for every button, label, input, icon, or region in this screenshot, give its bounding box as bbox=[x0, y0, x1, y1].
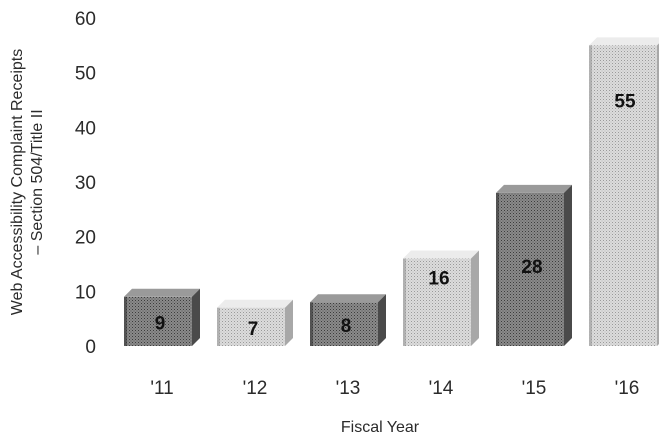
y-tick-label: 0 bbox=[85, 337, 96, 358]
bar-2: 8 bbox=[310, 294, 386, 346]
y-tick-label: 30 bbox=[75, 173, 96, 194]
bar-3: 16 bbox=[403, 251, 479, 346]
bar-0: 9 bbox=[124, 289, 200, 346]
bar-5: 55 bbox=[589, 37, 659, 346]
bar-edge bbox=[310, 302, 313, 346]
x-tick-label: '16 bbox=[615, 378, 640, 399]
bar-edge bbox=[589, 45, 592, 346]
y-axis-label-line-1: Web Accessibility Complaint Receipts bbox=[9, 49, 26, 315]
bar-value-label: 7 bbox=[248, 319, 259, 340]
bar-side-face bbox=[564, 185, 572, 346]
bar-top-face bbox=[124, 289, 200, 297]
bar-value-label: 8 bbox=[341, 316, 352, 337]
bar-side-face bbox=[192, 289, 200, 346]
bar-value-label: 55 bbox=[614, 91, 636, 112]
bar-top-face bbox=[589, 37, 659, 45]
bar-top-face bbox=[217, 300, 293, 308]
bar-edge bbox=[124, 297, 127, 346]
bar-top-face bbox=[403, 251, 479, 259]
y-tick-label: 60 bbox=[75, 9, 96, 30]
bar-edge bbox=[496, 193, 499, 346]
y-tick-label: 20 bbox=[75, 228, 96, 249]
y-tick-label: 10 bbox=[75, 282, 96, 303]
y-tick-label: 50 bbox=[75, 64, 96, 85]
x-tick-label: '14 bbox=[429, 378, 454, 399]
bar-value-label: 9 bbox=[155, 313, 166, 334]
y-axis-label: Web Accessibility Complaint Receipts – S… bbox=[9, 49, 46, 315]
x-axis-ticks: '11 '12 '13 '14 '15 '16 bbox=[150, 378, 639, 399]
bar-top-face bbox=[496, 185, 572, 193]
y-axis-ticks: 0 10 20 30 40 50 60 bbox=[75, 9, 96, 358]
bar-side-face bbox=[471, 251, 479, 346]
bar-top-face bbox=[310, 294, 386, 302]
bar-edge bbox=[217, 308, 220, 346]
y-axis-label-line-2: – Section 504/Title II bbox=[29, 109, 46, 254]
bar-side-face bbox=[378, 294, 386, 346]
x-tick-label: '13 bbox=[336, 378, 361, 399]
bar-4: 28 bbox=[496, 185, 572, 346]
bar-value-label: 28 bbox=[521, 257, 542, 278]
bars: 9 7 8 16 28 55 bbox=[124, 37, 659, 346]
y-tick-label: 40 bbox=[75, 118, 96, 139]
x-tick-label: '11 bbox=[150, 378, 173, 399]
bar-side-face bbox=[285, 300, 293, 346]
x-tick-label: '15 bbox=[522, 378, 547, 399]
bar-1: 7 bbox=[217, 300, 293, 346]
x-axis-label: Fiscal Year bbox=[341, 419, 420, 436]
x-tick-label: '12 bbox=[243, 378, 268, 399]
bar-value-label: 16 bbox=[428, 269, 449, 290]
bar-edge bbox=[403, 259, 406, 346]
